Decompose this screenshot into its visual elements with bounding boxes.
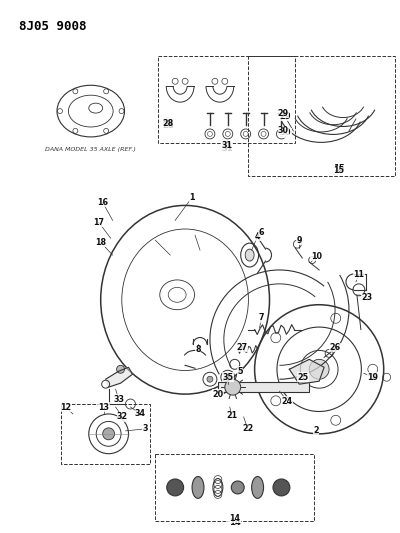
Text: 31: 31 (221, 141, 232, 150)
Text: 8: 8 (195, 345, 201, 354)
Text: 34: 34 (135, 409, 146, 418)
Ellipse shape (167, 479, 184, 496)
Bar (155, 454, 314, 521)
Ellipse shape (231, 481, 244, 494)
Text: 35: 35 (222, 373, 233, 382)
Text: 30: 30 (280, 128, 291, 138)
Text: 6: 6 (259, 228, 264, 237)
Text: 29: 29 (278, 109, 289, 118)
Text: 31: 31 (221, 144, 233, 154)
Bar (158, 56, 295, 143)
Text: 28: 28 (162, 118, 174, 127)
Text: 10: 10 (311, 252, 322, 261)
Ellipse shape (273, 479, 290, 496)
Text: 8J05 9008: 8J05 9008 (19, 20, 87, 33)
Text: 17: 17 (93, 218, 104, 227)
Text: 1: 1 (189, 193, 195, 202)
Ellipse shape (192, 477, 204, 498)
Ellipse shape (309, 359, 329, 379)
Circle shape (207, 376, 213, 382)
Text: 15: 15 (334, 166, 344, 175)
Text: 32: 32 (117, 413, 128, 422)
Bar (248, 56, 395, 176)
Text: 24: 24 (282, 397, 293, 406)
Circle shape (225, 379, 241, 395)
Text: 18: 18 (95, 238, 106, 247)
Ellipse shape (252, 477, 264, 498)
Text: 7: 7 (259, 313, 264, 322)
Text: 11: 11 (353, 270, 364, 279)
Text: 20: 20 (212, 390, 224, 399)
Bar (218, 382, 309, 392)
Text: 14: 14 (229, 514, 240, 523)
Text: 12: 12 (60, 402, 72, 411)
Text: 27: 27 (236, 343, 247, 352)
Text: 33: 33 (113, 394, 124, 403)
Text: 28: 28 (162, 122, 174, 131)
Text: 29: 29 (280, 111, 291, 120)
Polygon shape (289, 359, 324, 384)
Text: 14: 14 (229, 518, 241, 527)
Text: 19: 19 (367, 373, 378, 382)
Text: DANA MODEL 35 AXLE (REF.): DANA MODEL 35 AXLE (REF.) (45, 147, 136, 152)
Ellipse shape (245, 249, 254, 261)
Text: 2: 2 (313, 426, 319, 435)
Bar (61, 404, 150, 464)
Ellipse shape (103, 428, 114, 440)
Text: 4: 4 (255, 232, 260, 241)
Text: 13: 13 (98, 402, 109, 411)
Text: 22: 22 (242, 424, 253, 433)
Circle shape (225, 374, 231, 380)
Text: 9: 9 (296, 236, 302, 245)
Text: 23: 23 (361, 293, 372, 302)
Text: 15: 15 (333, 164, 345, 173)
Text: 16: 16 (97, 198, 108, 207)
Text: 26: 26 (330, 343, 341, 352)
Text: 25: 25 (298, 373, 309, 382)
Text: 30: 30 (278, 126, 289, 135)
Text: 21: 21 (226, 411, 237, 421)
Polygon shape (106, 367, 132, 387)
Text: 5: 5 (237, 367, 242, 376)
Circle shape (116, 365, 124, 373)
Text: 3: 3 (143, 424, 148, 433)
